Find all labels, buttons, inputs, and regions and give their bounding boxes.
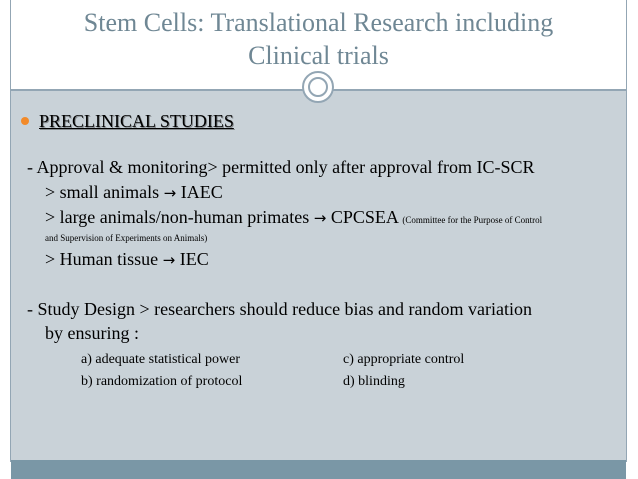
human-tissue-text: > Human tissue [45, 249, 163, 269]
approval-line: - Approval & monitoring> permitted only … [27, 157, 535, 177]
criteria-item-c: c) appropriate control [343, 352, 465, 367]
right-arrow-icon: → [163, 184, 177, 202]
large-animals-text: > large animals/non-human primates [45, 207, 314, 227]
cpcsea-note-2: and Supervision of Experiments on Animal… [45, 233, 208, 243]
small-animals-line: > small animals → IAEC [45, 181, 223, 204]
content-area [11, 90, 626, 460]
criteria-item-b: b) randomization of protocol [81, 374, 243, 389]
right-arrow-icon: → [162, 251, 176, 269]
divider-circle-inner [308, 77, 328, 97]
slide-frame [10, 0, 627, 462]
slide-title: Stem Cells: Translational Research inclu… [11, 6, 626, 72]
study-design-line-1: - Study Design > researchers should redu… [27, 299, 533, 319]
iaec-text: IAEC [176, 182, 223, 202]
criteria-item-a: a) adequate statistical power [81, 352, 240, 367]
bullet-icon [21, 117, 29, 125]
bottom-bar [11, 460, 626, 479]
iec-text: IEC [175, 249, 209, 269]
small-animals-text: > small animals [45, 182, 164, 202]
right-arrow-icon: → [313, 209, 327, 227]
cpcsea-note-1: (Committee for the Purpose of Control [402, 215, 543, 225]
section-heading: PRECLINICAL STUDIES [39, 111, 234, 131]
study-design-line-2: by ensuring : [45, 323, 139, 343]
criteria-item-d: d) blinding [343, 374, 405, 389]
cpcsea-text: CPCSEA [326, 207, 398, 227]
divider-circle-ornament [302, 71, 334, 103]
human-tissue-line: > Human tissue → IEC [45, 248, 209, 271]
title-line-2: Clinical trials [248, 41, 389, 70]
title-line-1: Stem Cells: Translational Research inclu… [83, 8, 554, 37]
large-animals-line: > large animals/non-human primates → CPC… [45, 206, 542, 229]
